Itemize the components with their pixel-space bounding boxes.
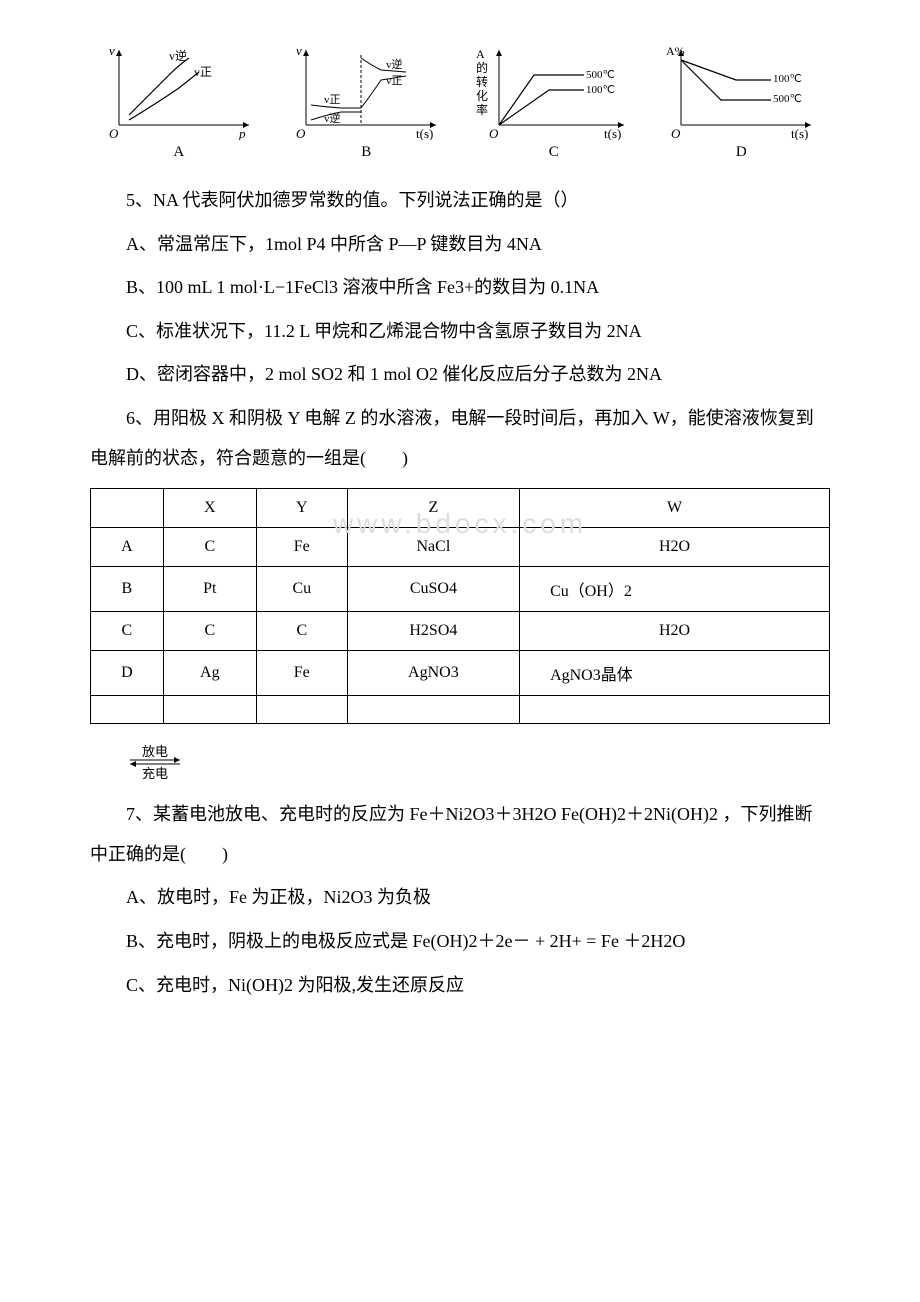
table-row: B Pt Cu CuSO4 Cu（OH）2: [91, 567, 830, 612]
chart-c-yl2: 的: [476, 60, 488, 75]
chart-a-ylabel: v: [109, 43, 115, 58]
chart-a-xlabel: p: [238, 126, 246, 140]
table-cell: X: [163, 489, 256, 528]
q6-stem: 6、用阳极 X 和阴极 Y 电解 Z 的水溶液，电解一段时间后，再加入 W，能使…: [90, 399, 830, 478]
table-cell: A: [91, 528, 164, 567]
chart-c-yl1: A: [476, 47, 485, 61]
q5-option-a: A、常温常压下，1mol P4 中所含 P—P 键数目为 4NA: [90, 225, 830, 265]
chart-c-line2: 100℃: [586, 84, 615, 96]
chart-b-top: v逆: [386, 57, 403, 71]
table-cell: H2O: [520, 612, 830, 651]
chart-d-xlabel: t(s): [791, 126, 808, 140]
chart-a-svg: v O p v逆 v正: [99, 40, 259, 140]
chart-c-yl3: 转: [476, 74, 488, 89]
table-cell: H2SO4: [347, 612, 519, 651]
chart-a-curve2: v正: [194, 65, 212, 79]
table-cell: AgNO3: [347, 651, 519, 696]
table-cell: C: [91, 612, 164, 651]
table-cell: Cu: [256, 567, 347, 612]
svg-text:O: O: [489, 126, 499, 140]
chart-c-yl4: 化: [476, 89, 488, 103]
chart-b: v O t(s) v逆 v正 v正 v逆 B: [278, 40, 456, 161]
chart-d-label: D: [736, 144, 747, 161]
chart-a-label: A: [173, 144, 184, 161]
chart-c: A 的 转 化 率 O t(s) 500℃ 100℃ C: [465, 40, 643, 161]
table-row: [91, 696, 830, 724]
svg-text:O: O: [296, 126, 306, 140]
chart-d: A% O t(s) 100℃ 500℃ D: [653, 40, 831, 161]
table-cell: [91, 696, 164, 724]
table-cell: [256, 696, 347, 724]
table-cell: AgNO3晶体: [520, 651, 830, 696]
chart-d-line1: 100℃: [773, 73, 802, 85]
table-cell: CuSO4: [347, 567, 519, 612]
q5-option-b: B、100 mL 1 mol·L−1FeCl3 溶液中所含 Fe3+的数目为 0…: [90, 268, 830, 308]
q5-option-c: C、标准状况下，11.2 L 甲烷和乙烯混合物中含氢原子数目为 2NA: [90, 312, 830, 352]
chart-d-ylabel: A%: [666, 44, 685, 58]
chart-a-curve1: v逆: [169, 48, 187, 63]
svg-text:O: O: [109, 126, 119, 140]
chart-d-svg: A% O t(s) 100℃ 500℃: [661, 40, 821, 140]
q5-stem: 5、NA 代表阿伏加德罗常数的值。下列说法正确的是（）: [90, 181, 830, 221]
fraction-top: 放电: [142, 744, 168, 759]
table-cell: [520, 696, 830, 724]
chart-b-ylabel: v: [296, 43, 302, 58]
table-cell: Cu（OH）2: [520, 567, 830, 612]
q7-option-c: C、充电时，Ni(OH)2 为阳极,发生还原反应: [90, 966, 830, 1006]
q7-option-b: B、充电时，阴极上的电极反应式是 Fe(OH)2＋2e－ + 2H+ = Fe …: [90, 922, 830, 962]
charts-row: v O p v逆 v正 A v O t(s) v逆 v正 v正 v: [90, 40, 830, 161]
table-cell: D: [91, 651, 164, 696]
table-cell: [91, 489, 164, 528]
chart-c-label: C: [549, 144, 559, 161]
q7-stem: 7、某蓄电池放电、充电时的反应为 Fe＋Ni2O3＋3H2O Fe(OH)2＋2…: [90, 795, 830, 874]
table-cell: C: [163, 528, 256, 567]
table-cell: C: [256, 612, 347, 651]
chart-b-bot2: v逆: [324, 111, 341, 125]
q5-option-d: D、密闭容器中，2 mol SO2 和 1 mol O2 催化反应后分子总数为 …: [90, 355, 830, 395]
table-cell: [163, 696, 256, 724]
table-cell: Fe: [256, 651, 347, 696]
table-cell: Pt: [163, 567, 256, 612]
chart-c-yl5: 率: [476, 102, 488, 117]
watermark: www.bdocx.com: [333, 508, 587, 540]
chart-b-label: B: [361, 144, 371, 161]
svg-text:O: O: [671, 126, 681, 140]
q7-option-a: A、放电时，Fe 为正极，Ni2O3 为负极: [90, 878, 830, 918]
chart-b-svg: v O t(s) v逆 v正 v正 v逆: [286, 40, 446, 140]
chart-c-xlabel: t(s): [604, 126, 621, 140]
chart-a: v O p v逆 v正 A: [90, 40, 268, 161]
chart-d-line2: 500℃: [773, 93, 802, 105]
table-cell: Ag: [163, 651, 256, 696]
table-row: D Ag Fe AgNO3 AgNO3晶体: [91, 651, 830, 696]
table-cell: [347, 696, 519, 724]
chart-c-svg: A 的 转 化 率 O t(s) 500℃ 100℃: [474, 40, 634, 140]
fraction-bottom: 充电: [142, 766, 168, 780]
chart-b-xlabel: t(s): [416, 126, 433, 140]
table-row: C C C H2SO4 H2O: [91, 612, 830, 651]
reaction-arrows: 放电 充电: [122, 744, 192, 785]
chart-b-mid: v正: [386, 75, 403, 87]
table-cell: C: [163, 612, 256, 651]
table-cell: B: [91, 567, 164, 612]
chart-b-bot1: v正: [324, 94, 341, 106]
chart-c-line1: 500℃: [586, 69, 615, 81]
